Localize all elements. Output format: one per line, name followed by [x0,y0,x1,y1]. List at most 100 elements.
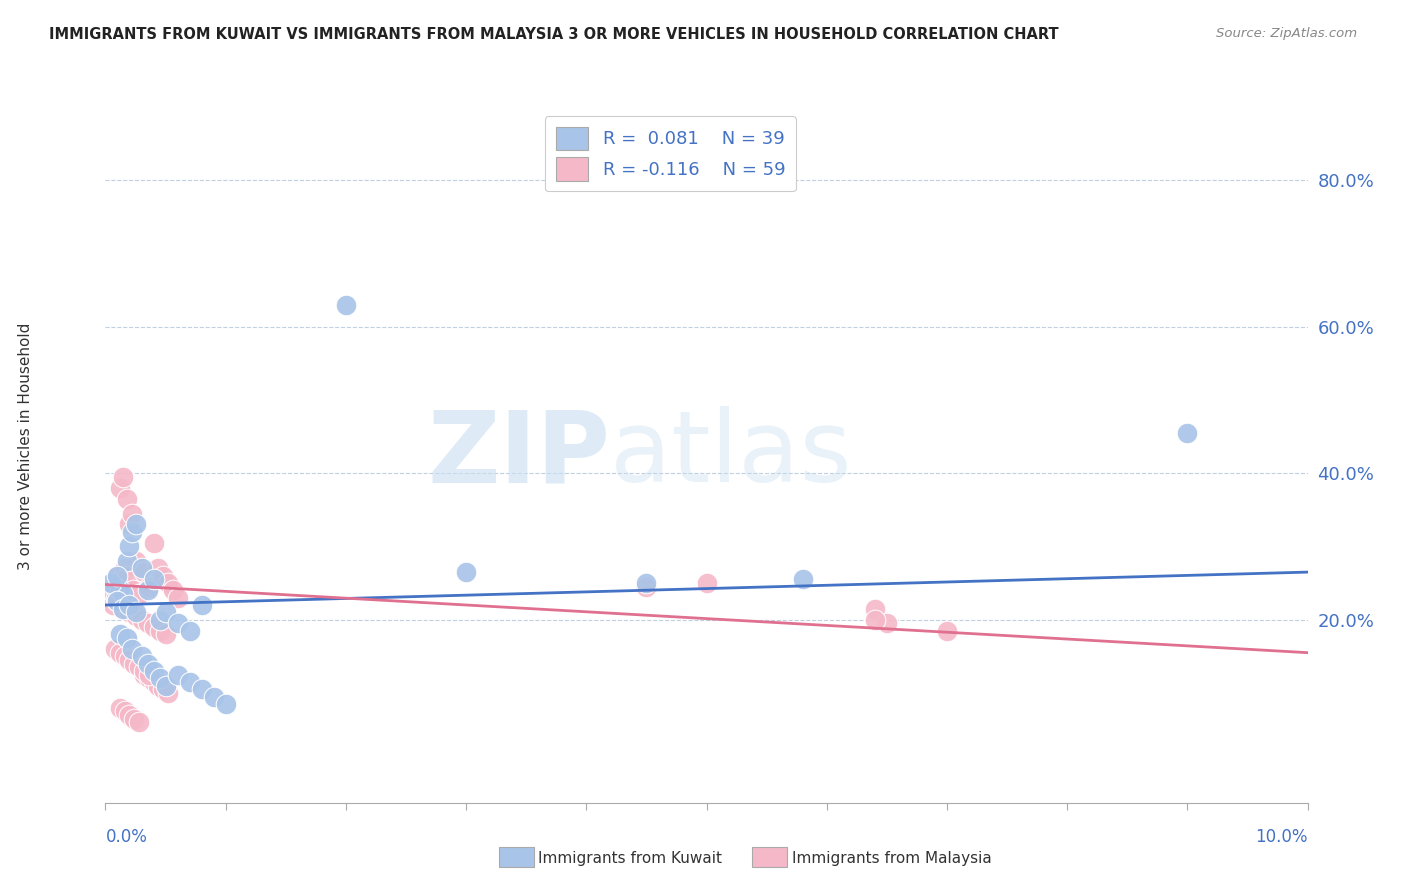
Point [124,606,146,620]
Text: atlas: atlas [610,407,852,503]
Point [138,580,160,594]
Point [179,624,201,638]
Point [118,598,141,612]
Point [148,561,170,575]
Point [156,686,179,700]
Point [1175,425,1198,440]
Point [107,568,129,582]
Point [128,715,150,730]
Point [166,616,188,631]
Point [115,491,138,506]
Point [107,580,129,594]
Point [104,576,127,591]
Point [156,576,179,591]
Point [148,624,170,638]
Point [128,587,150,601]
Point [100,576,122,591]
Point [136,657,159,671]
Point [131,649,153,664]
Point [138,671,160,685]
Point [148,671,170,685]
Point [108,700,131,714]
Point [155,627,177,641]
Point [118,606,141,620]
Point [118,707,141,722]
Text: IMMIGRANTS FROM KUWAIT VS IMMIGRANTS FROM MALAYSIA 3 OR MORE VEHICLES IN HOUSEHO: IMMIGRANTS FROM KUWAIT VS IMMIGRANTS FRO… [49,27,1059,42]
Point [863,613,886,627]
Legend: R =  0.081    N = 39, R = -0.116    N = 59: R = 0.081 N = 39, R = -0.116 N = 59 [546,116,796,192]
Point [111,573,134,587]
Point [114,561,136,575]
Point [152,568,174,582]
Point [108,583,131,598]
Point [136,583,159,598]
Text: 10.0%: 10.0% [1256,828,1308,846]
Text: Immigrants from Kuwait: Immigrants from Kuwait [538,851,723,865]
Point [115,631,138,645]
Text: ZIP: ZIP [427,407,610,503]
Point [115,554,138,568]
Point [155,606,177,620]
Point [142,536,165,550]
Point [124,712,146,726]
Point [132,565,155,579]
Point [108,481,131,495]
Point [142,620,165,634]
Point [112,601,135,615]
Point [104,642,127,657]
Point [131,613,153,627]
Point [121,507,143,521]
Point [124,657,146,671]
Point [166,667,188,681]
Point [114,704,136,718]
Point [104,580,127,594]
Point [138,667,160,681]
Point [142,573,165,587]
Point [122,583,145,598]
Point [136,616,159,631]
Point [179,675,201,690]
Point [124,609,146,624]
Point [124,554,146,568]
Point [118,653,141,667]
Point [202,690,225,704]
Point [335,298,357,312]
Point [152,682,174,697]
Point [863,601,886,615]
Point [876,616,898,631]
Point [214,697,236,711]
Point [112,470,135,484]
Point [132,667,155,681]
Point [155,679,177,693]
Point [101,598,124,612]
Text: 3 or more Vehicles in Household: 3 or more Vehicles in Household [18,322,32,570]
Point [142,664,165,678]
Point [100,583,122,598]
Point [190,682,212,697]
Point [121,524,143,539]
Point [148,613,170,627]
Text: Immigrants from Malaysia: Immigrants from Malaysia [792,851,991,865]
Point [131,561,153,575]
Point [696,576,718,591]
Point [636,580,658,594]
Point [190,598,212,612]
Point [166,591,188,605]
Point [117,568,139,582]
Point [121,642,143,657]
Point [128,660,150,674]
Point [454,565,477,579]
Point [108,646,131,660]
Point [142,675,165,690]
Point [162,583,184,598]
Point [107,568,129,582]
Point [107,594,129,608]
Text: 0.0%: 0.0% [105,828,148,846]
Point [112,587,135,601]
Point [936,624,959,638]
Point [118,540,141,554]
Point [118,517,141,532]
Point [132,664,155,678]
Point [114,649,136,664]
Point [148,679,170,693]
